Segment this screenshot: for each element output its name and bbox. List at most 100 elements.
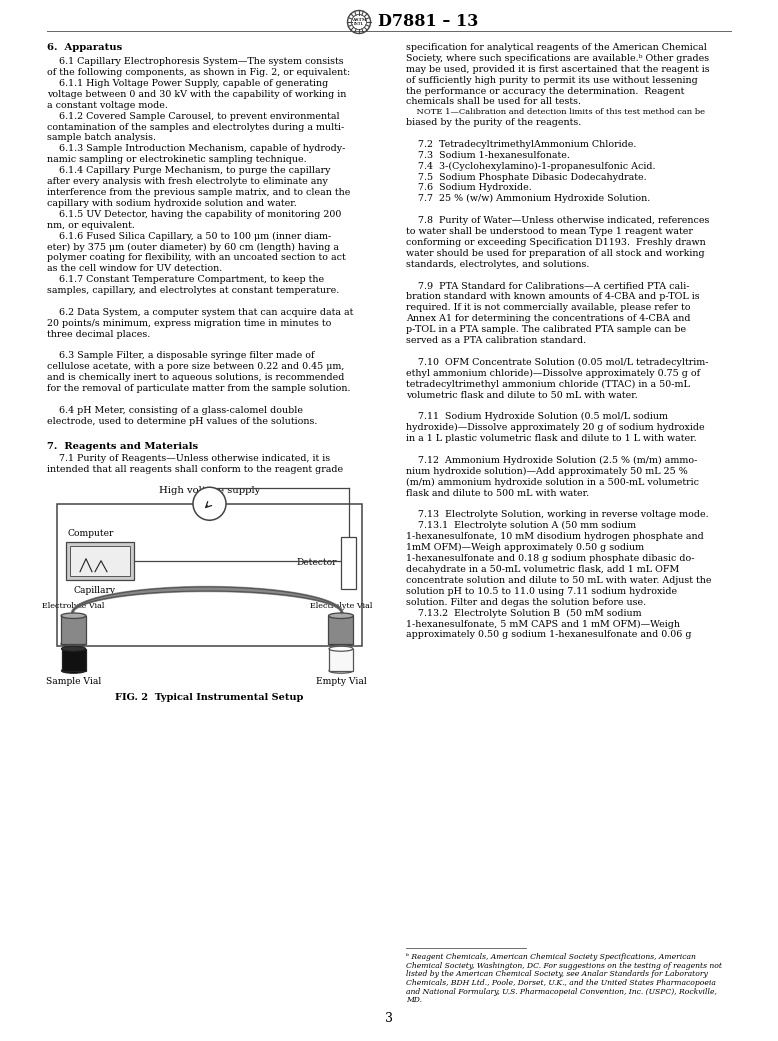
Text: for the removal of particulate matter from the sample solution.: for the removal of particulate matter fr… <box>47 384 351 393</box>
Text: 6.1.5 UV Detector, having the capability of monitoring 200: 6.1.5 UV Detector, having the capability… <box>47 210 342 219</box>
Text: 6.4 pH Meter, consisting of a glass-calomel double: 6.4 pH Meter, consisting of a glass-calo… <box>47 406 303 415</box>
Text: biased by the purity of the reagents.: biased by the purity of the reagents. <box>406 118 581 127</box>
Text: sample batch analysis.: sample batch analysis. <box>47 133 156 143</box>
Text: ASTM: ASTM <box>352 18 366 22</box>
Text: 7.9  PTA Standard for Calibrations—A certified PTA cali-: 7.9 PTA Standard for Calibrations—A cert… <box>406 281 689 290</box>
Text: after every analysis with fresh electrolyte to eliminate any: after every analysis with fresh electrol… <box>47 177 328 186</box>
Text: capillary with sodium hydroxide solution and water.: capillary with sodium hydroxide solution… <box>47 199 296 208</box>
Text: Sample Vial: Sample Vial <box>46 677 101 686</box>
Ellipse shape <box>328 641 353 646</box>
Text: 6.1 Capillary Electrophoresis System—The system consists: 6.1 Capillary Electrophoresis System—The… <box>47 57 344 67</box>
FancyBboxPatch shape <box>329 649 353 670</box>
Text: 3: 3 <box>385 1012 393 1025</box>
Text: tetradecyltrimethyl ammonium chloride (TTAC) in a 50-mL: tetradecyltrimethyl ammonium chloride (T… <box>406 380 690 388</box>
Text: intended that all reagents shall conform to the reagent grade: intended that all reagents shall conform… <box>47 465 343 474</box>
Text: eter) by 375 μm (outer diameter) by 60 cm (length) having a: eter) by 375 μm (outer diameter) by 60 c… <box>47 243 339 252</box>
Text: 6.1.7 Constant Temperature Compartment, to keep the: 6.1.7 Constant Temperature Compartment, … <box>47 275 324 284</box>
Text: 7.3  Sodium 1-hexanesulfonate.: 7.3 Sodium 1-hexanesulfonate. <box>406 151 569 159</box>
Ellipse shape <box>328 613 353 618</box>
Text: INTL: INTL <box>354 22 364 26</box>
Text: FIG. 2  Typical Instrumental Setup: FIG. 2 Typical Instrumental Setup <box>115 692 303 702</box>
Text: 6.  Apparatus: 6. Apparatus <box>47 43 122 52</box>
Text: ᵇ Reagent Chemicals, American Chemical Society Specifications, American: ᵇ Reagent Chemicals, American Chemical S… <box>406 953 696 961</box>
Text: p-TOL in a PTA sample. The calibrated PTA sample can be: p-TOL in a PTA sample. The calibrated PT… <box>406 325 686 334</box>
Text: listed by the American Chemical Society, see Analar Standards for Laboratory: listed by the American Chemical Society,… <box>406 970 708 979</box>
Circle shape <box>193 487 226 520</box>
Text: water should be used for preparation of all stock and working: water should be used for preparation of … <box>406 249 705 258</box>
Text: approximately 0.50 g sodium 1-hexanesulfonate and 0.06 g: approximately 0.50 g sodium 1-hexanesulf… <box>406 630 692 639</box>
Text: served as a PTA calibration standard.: served as a PTA calibration standard. <box>406 336 586 345</box>
Text: 6.2 Data System, a computer system that can acquire data at: 6.2 Data System, a computer system that … <box>47 308 353 316</box>
Text: 6.1.6 Fused Silica Capillary, a 50 to 100 μm (inner diam-: 6.1.6 Fused Silica Capillary, a 50 to 10… <box>47 231 331 240</box>
FancyBboxPatch shape <box>66 541 134 580</box>
Text: 1-hexanesulfonate, 5 mM CAPS and 1 mM OFM)—Weigh: 1-hexanesulfonate, 5 mM CAPS and 1 mM OF… <box>406 619 680 629</box>
FancyBboxPatch shape <box>70 545 130 576</box>
Text: Electrolyte Vial: Electrolyte Vial <box>310 602 372 610</box>
Text: 7.  Reagents and Materials: 7. Reagents and Materials <box>47 442 198 451</box>
Text: Chemical Society, Washington, DC. For suggestions on the testing of reagents not: Chemical Society, Washington, DC. For su… <box>406 962 722 970</box>
FancyBboxPatch shape <box>341 537 356 589</box>
Ellipse shape <box>61 613 86 618</box>
Text: Chemicals, BDH Ltd., Poole, Dorset, U.K., and the United States Pharmacopoeia: Chemicals, BDH Ltd., Poole, Dorset, U.K.… <box>406 980 716 987</box>
Text: D7881 – 13: D7881 – 13 <box>379 14 478 30</box>
Text: Capillary: Capillary <box>73 586 115 594</box>
Text: 6.1.1 High Voltage Power Supply, capable of generating: 6.1.1 High Voltage Power Supply, capable… <box>47 79 328 88</box>
FancyBboxPatch shape <box>328 615 353 643</box>
Text: Annex A1 for determining the concentrations of 4-CBA and: Annex A1 for determining the concentrati… <box>406 314 691 323</box>
Text: 7.7  25 % (w/w) Ammonium Hydroxide Solution.: 7.7 25 % (w/w) Ammonium Hydroxide Soluti… <box>406 195 650 203</box>
Text: 7.8  Purity of Water—Unless otherwise indicated, references: 7.8 Purity of Water—Unless otherwise ind… <box>406 217 710 225</box>
Text: 6.3 Sample Filter, a disposable syringe filter made of: 6.3 Sample Filter, a disposable syringe … <box>47 352 314 360</box>
Text: three decimal places.: three decimal places. <box>47 330 150 338</box>
Text: of sufficiently high purity to permit its use without lessening: of sufficiently high purity to permit it… <box>406 76 698 84</box>
Text: 6.1.4 Capillary Purge Mechanism, to purge the capillary: 6.1.4 Capillary Purge Mechanism, to purg… <box>47 167 331 175</box>
Text: flask and dilute to 500 mL with water.: flask and dilute to 500 mL with water. <box>406 488 589 498</box>
Text: Electrolyte Vial: Electrolyte Vial <box>42 602 105 610</box>
Text: contamination of the samples and electrolytes during a multi-: contamination of the samples and electro… <box>47 123 344 131</box>
Text: High voltage supply: High voltage supply <box>159 486 260 494</box>
Text: of the following components, as shown in Fig. 2, or equivalent:: of the following components, as shown in… <box>47 68 350 77</box>
Text: namic sampling or electrokinetic sampling technique.: namic sampling or electrokinetic samplin… <box>47 155 307 164</box>
Text: 6.1.3 Sample Introduction Mechanism, capable of hydrody-: 6.1.3 Sample Introduction Mechanism, cap… <box>47 145 345 153</box>
Text: the performance or accuracy the determination.  Reagent: the performance or accuracy the determin… <box>406 86 685 96</box>
Text: in a 1 L plastic volumetric flask and dilute to 1 L with water.: in a 1 L plastic volumetric flask and di… <box>406 434 696 443</box>
Text: polymer coating for flexibility, with an uncoated section to act: polymer coating for flexibility, with an… <box>47 253 345 262</box>
Text: 7.13  Electrolyte Solution, working in reverse voltage mode.: 7.13 Electrolyte Solution, working in re… <box>406 510 709 519</box>
Ellipse shape <box>61 646 86 652</box>
Text: 7.2  TetradecyltrimethylAmmonium Chloride.: 7.2 TetradecyltrimethylAmmonium Chloride… <box>406 139 636 149</box>
Text: volumetric flask and dilute to 50 mL with water.: volumetric flask and dilute to 50 mL wit… <box>406 390 638 400</box>
Text: (m/m) ammonium hydroxide solution in a 500-mL volumetric: (m/m) ammonium hydroxide solution in a 5… <box>406 478 699 487</box>
Text: Computer: Computer <box>67 529 114 538</box>
Text: conforming or exceeding Specification D1193.  Freshly drawn: conforming or exceeding Specification D1… <box>406 238 706 247</box>
Text: 7.4  3-(Cyclohexylamino)-1-propanesulfonic Acid.: 7.4 3-(Cyclohexylamino)-1-propanesulfoni… <box>406 161 656 171</box>
Text: cellulose acetate, with a pore size between 0.22 and 0.45 μm,: cellulose acetate, with a pore size betw… <box>47 362 345 372</box>
FancyBboxPatch shape <box>61 615 86 643</box>
Text: electrode, used to determine pH values of the solutions.: electrode, used to determine pH values o… <box>47 416 317 426</box>
Text: solution. Filter and degas the solution before use.: solution. Filter and degas the solution … <box>406 598 646 607</box>
Text: interference from the previous sample matrix, and to clean the: interference from the previous sample ma… <box>47 188 350 197</box>
Text: 1-hexanesulfonate, 10 mM disodium hydrogen phosphate and: 1-hexanesulfonate, 10 mM disodium hydrog… <box>406 532 704 541</box>
Text: 7.10  OFM Concentrate Solution (0.05 mol/L tetradecyltrim-: 7.10 OFM Concentrate Solution (0.05 mol/… <box>406 358 709 366</box>
Text: nm, or equivalent.: nm, or equivalent. <box>47 221 135 230</box>
Text: bration standard with known amounts of 4-CBA and p-TOL is: bration standard with known amounts of 4… <box>406 293 699 302</box>
Ellipse shape <box>61 668 86 674</box>
Text: solution pH to 10.5 to 11.0 using 7.11 sodium hydroxide: solution pH to 10.5 to 11.0 using 7.11 s… <box>406 587 677 595</box>
Text: may be used, provided it is first ascertained that the reagent is: may be used, provided it is first ascert… <box>406 65 710 74</box>
Text: nium hydroxide solution)—Add approximately 50 mL 25 %: nium hydroxide solution)—Add approximate… <box>406 466 688 476</box>
Text: to water shall be understood to mean Type 1 reagent water: to water shall be understood to mean Typ… <box>406 227 693 236</box>
Text: decahydrate in a 50-mL volumetric flask, add 1 mL OFM: decahydrate in a 50-mL volumetric flask,… <box>406 565 679 574</box>
Text: Society, where such specifications are available.ᵇ Other grades: Society, where such specifications are a… <box>406 54 709 62</box>
Text: 20 points/s minimum, express migration time in minutes to: 20 points/s minimum, express migration t… <box>47 319 331 328</box>
Text: 1mM OFM)—Weigh approximately 0.50 g sodium: 1mM OFM)—Weigh approximately 0.50 g sodi… <box>406 543 644 552</box>
Text: 6.1.2 Covered Sample Carousel, to prevent environmental: 6.1.2 Covered Sample Carousel, to preven… <box>47 111 340 121</box>
Text: 7.13.2  Electrolyte Solution B  (50 mM sodium: 7.13.2 Electrolyte Solution B (50 mM sod… <box>406 609 642 617</box>
Text: 7.1 Purity of Reagents—Unless otherwise indicated, it is: 7.1 Purity of Reagents—Unless otherwise … <box>47 454 330 463</box>
Text: 7.13.1  Electrolyte solution A (50 mm sodium: 7.13.1 Electrolyte solution A (50 mm sod… <box>406 522 636 531</box>
Text: required. If it is not commercially available, please refer to: required. If it is not commercially avai… <box>406 303 691 312</box>
Text: hydroxide)—Dissolve approximately 20 g of sodium hydroxide: hydroxide)—Dissolve approximately 20 g o… <box>406 424 705 432</box>
Text: 7.12  Ammonium Hydroxide Solution (2.5 % (m/m) ammo-: 7.12 Ammonium Hydroxide Solution (2.5 % … <box>406 456 697 465</box>
Text: as the cell window for UV detection.: as the cell window for UV detection. <box>47 264 223 274</box>
Text: specification for analytical reagents of the American Chemical: specification for analytical reagents of… <box>406 43 707 52</box>
Text: a constant voltage mode.: a constant voltage mode. <box>47 101 168 109</box>
Text: 7.5  Sodium Phosphate Dibasic Dodecahydrate.: 7.5 Sodium Phosphate Dibasic Dodecahydra… <box>406 173 647 181</box>
FancyBboxPatch shape <box>57 504 362 645</box>
